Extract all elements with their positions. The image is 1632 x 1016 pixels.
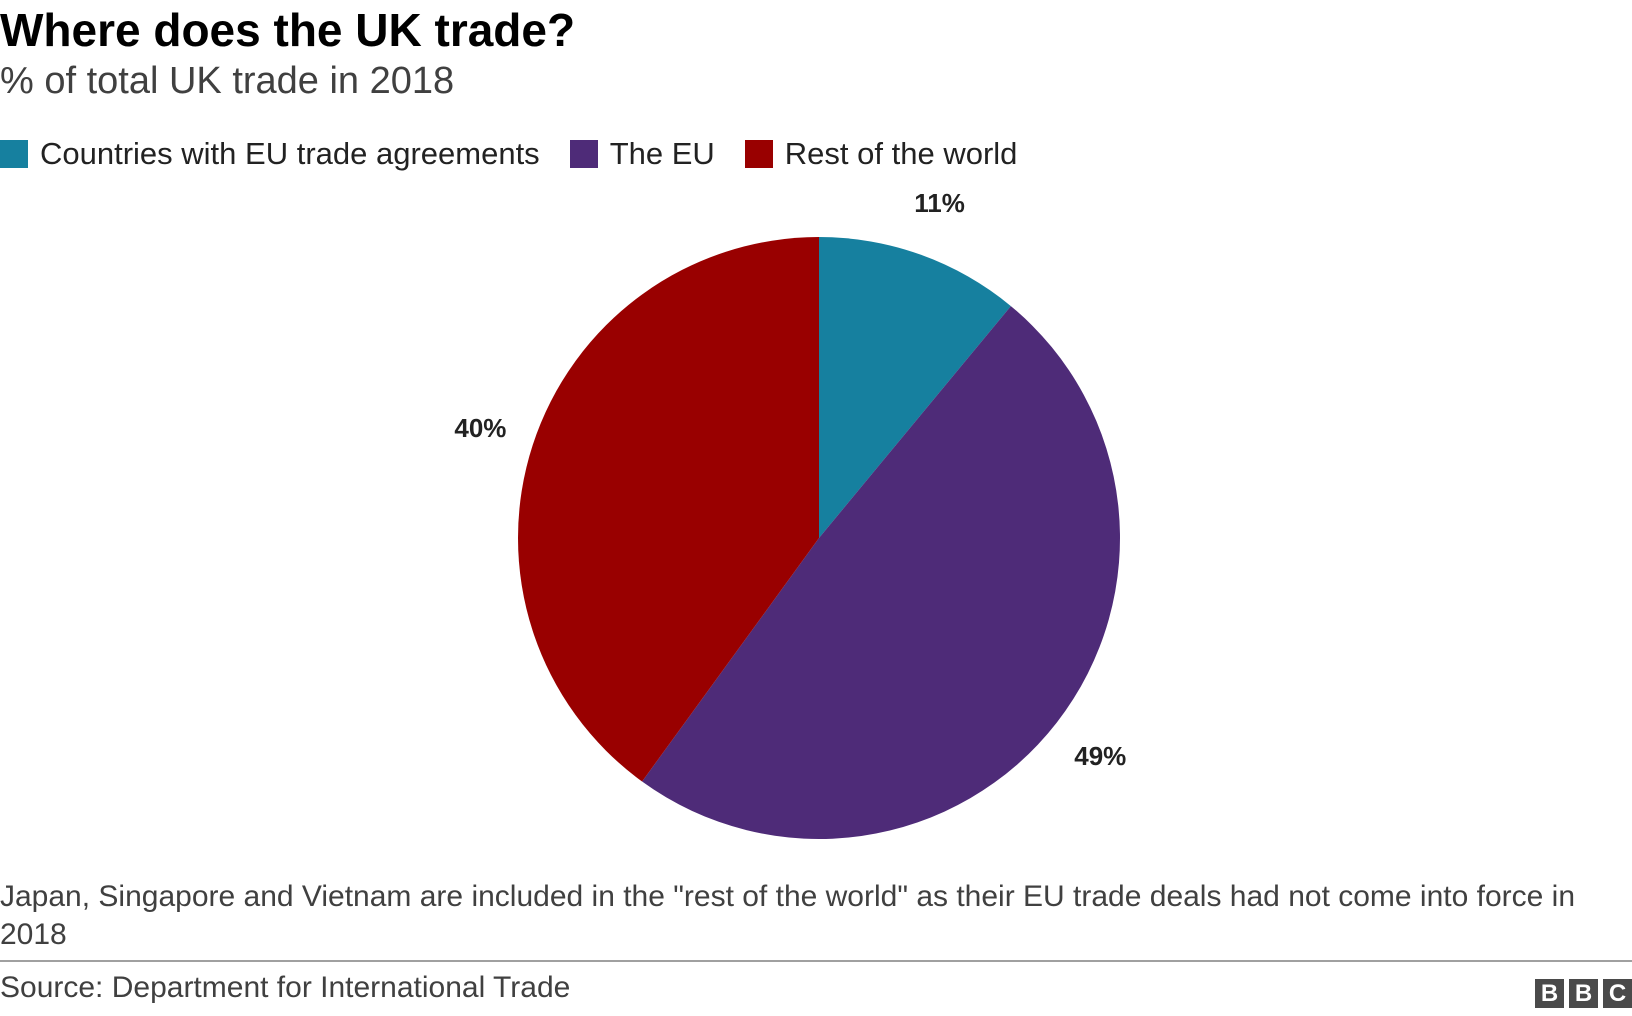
pie-chart: 11% 49% 40% — [454, 188, 1126, 839]
bbc-logo-letter: B — [1535, 979, 1564, 1008]
footer-divider — [0, 960, 1632, 962]
pie-data-label: 49% — [1074, 741, 1126, 771]
legend-item-eu: The EU — [569, 134, 715, 174]
chart-subtitle: % of total UK trade in 2018 — [0, 60, 455, 102]
chart-footnote: Japan, Singapore and Vietnam are include… — [0, 880, 1576, 951]
chart-legend: Countries with EU trade agreements The E… — [0, 134, 1047, 174]
legend-item-rest-of-world: Rest of the world — [744, 134, 1018, 174]
legend-label: The EU — [609, 136, 715, 171]
bbc-logo: B B C — [1535, 979, 1632, 1008]
legend-swatch — [744, 140, 773, 168]
legend-swatch — [0, 140, 28, 168]
pie-slice-countries-with-eu-trade-agreements — [819, 237, 1011, 538]
legend-swatch — [569, 140, 598, 168]
pie-slice-the-eu — [642, 306, 1120, 839]
pie-data-label: 11% — [914, 188, 965, 218]
bbc-logo-letter: C — [1603, 979, 1632, 1008]
bbc-logo-letter: B — [1569, 979, 1598, 1008]
legend-item-eu-agreements: Countries with EU trade agreements — [0, 134, 540, 174]
pie-slice-rest-of-the-world — [518, 237, 819, 782]
legend-label: Countries with EU trade agreements — [40, 136, 540, 171]
pie-data-label: 40% — [454, 413, 506, 443]
legend-label: Rest of the world — [784, 136, 1018, 171]
chart-source: Source: Department for International Tra… — [0, 971, 571, 1004]
chart-title: Where does the UK trade? — [0, 4, 576, 56]
